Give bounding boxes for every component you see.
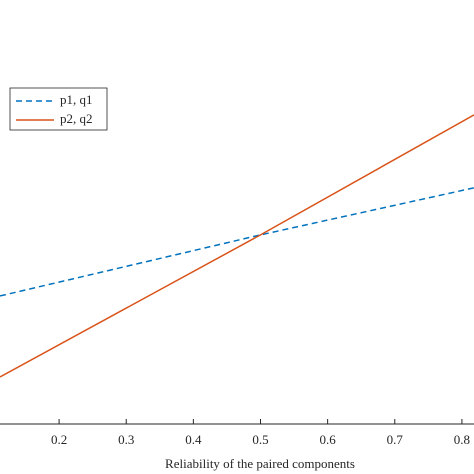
legend-label: p1, q1 <box>60 92 93 107</box>
legend-label: p2, q2 <box>60 111 93 126</box>
x-tick-label: 0.4 <box>185 432 202 447</box>
x-tick-label: 0.8 <box>454 432 470 447</box>
series-line <box>0 114 474 378</box>
x-tick-label: 0.2 <box>51 432 67 447</box>
series-line <box>0 187 474 297</box>
x-tick-label: 0.3 <box>118 432 134 447</box>
x-tick-label: 0.6 <box>320 432 337 447</box>
x-axis-label: Reliability of the paired components <box>165 456 355 471</box>
legend-box <box>9 87 108 131</box>
x-tick-label: 0.5 <box>252 432 268 447</box>
x-tick-label: 0.7 <box>387 432 404 447</box>
